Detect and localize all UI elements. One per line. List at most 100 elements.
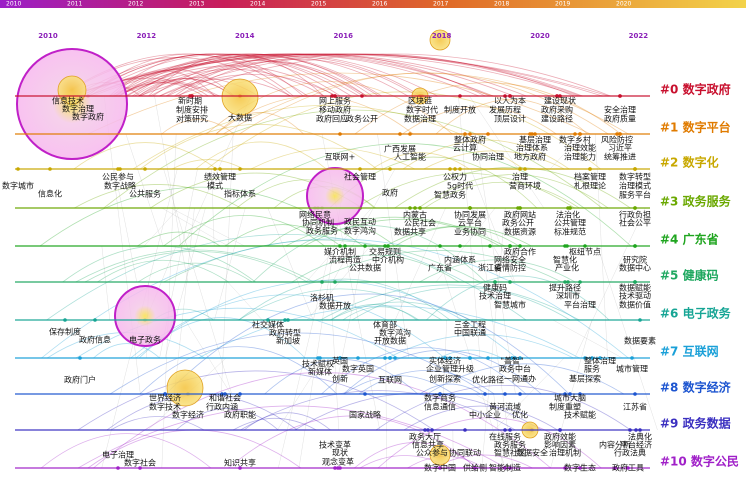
- link-arc: [165, 56, 422, 97]
- link-arc: [402, 139, 570, 170]
- keyword: 数字技术: [149, 402, 181, 412]
- link-arc: [69, 53, 579, 97]
- keyword: 公共管理: [554, 218, 586, 228]
- burst-node: [306, 167, 364, 225]
- link-arc: [87, 72, 591, 135]
- keyword: 观念变革: [322, 457, 354, 467]
- keyword: 研究院: [623, 255, 647, 265]
- keyword: 数据安全: [516, 448, 548, 458]
- keyword: 创新: [332, 374, 348, 384]
- link-arc: [77, 370, 435, 431]
- link-arc: [148, 53, 324, 97]
- keyword: 广西发展: [384, 144, 416, 154]
- link-arc: [113, 53, 379, 97]
- keyword: 智慧城市: [494, 300, 526, 310]
- keyword: 疫情防控: [494, 263, 526, 273]
- link-arc: [69, 53, 603, 97]
- link-arc: [135, 279, 518, 359]
- keyword: 一网通办: [504, 374, 536, 384]
- cross-link: [394, 207, 446, 321]
- link-arc: [118, 80, 209, 97]
- link-arc: [88, 53, 479, 97]
- keyword: 政府合作: [504, 247, 536, 257]
- keyword: 政府门户: [64, 375, 96, 385]
- keyword: 数字社会: [124, 458, 156, 468]
- link-arc: [424, 181, 580, 209]
- keyword: 智慧政务: [434, 190, 466, 200]
- keyword: 社会管理: [344, 172, 376, 182]
- link-arc: [358, 370, 495, 395]
- keyword: 行政法典: [614, 448, 646, 458]
- link-arc: [224, 224, 341, 247]
- link-arc: [223, 72, 629, 135]
- keyword: 公共数据: [349, 263, 381, 273]
- keyword: 政务公开: [502, 218, 534, 228]
- keyword: 基层治理: [519, 135, 551, 145]
- link-arc: [418, 174, 609, 209]
- keyword: 数据要素: [624, 336, 656, 346]
- keyword: 英国: [332, 356, 348, 366]
- keyword: 政府转型: [269, 328, 301, 338]
- link-arc: [403, 405, 558, 431]
- cross-link: [404, 207, 413, 247]
- keyword: 统筹推进: [604, 152, 636, 162]
- keyword: 制度重塑: [549, 402, 581, 412]
- keyword: 洛杉矶: [310, 293, 334, 303]
- link-arc: [342, 306, 419, 321]
- keyword: 行政负担: [619, 210, 651, 220]
- keyword: 基层探索: [569, 374, 601, 384]
- link-arc: [330, 304, 418, 321]
- link-arc: [93, 372, 552, 469]
- cross-link: [125, 133, 164, 247]
- link-arc: [195, 141, 327, 170]
- keyword: 数字治理: [62, 104, 94, 114]
- keyword: 指标体系: [224, 189, 256, 199]
- link-arc: [114, 53, 581, 97]
- keyword: 数据治理: [404, 114, 436, 124]
- keyword: 数字时代: [406, 105, 438, 115]
- cross-link: [435, 207, 496, 283]
- axis-year: 2022: [629, 32, 649, 40]
- keyword: 政府信息: [79, 335, 111, 345]
- burst-node: [221, 78, 259, 116]
- keyword: 网上服务: [319, 96, 351, 106]
- link-arc: [139, 346, 338, 395]
- link-arc: [419, 259, 576, 283]
- keyword: 创新探索: [429, 374, 461, 384]
- keyword: 顶层设计: [494, 114, 526, 124]
- link-arc: [137, 231, 221, 247]
- cross-link: [154, 95, 188, 283]
- link-arc: [252, 225, 486, 283]
- keyword: 智慧社区: [494, 448, 526, 458]
- link-arc: [394, 167, 631, 209]
- keyword: 政府效能: [544, 432, 576, 442]
- top-year: 2015: [311, 1, 326, 8]
- keyword: 优化路径: [472, 375, 504, 385]
- keyword: 地方政府: [514, 152, 546, 162]
- keyword: 供给侧: [463, 463, 487, 473]
- keyword: 信息共享: [412, 440, 444, 450]
- keyword: 技术治理: [479, 291, 511, 301]
- link-arc: [238, 288, 442, 321]
- top-year: 2017: [433, 1, 448, 8]
- link-arc: [354, 442, 478, 469]
- keyword: 政府工具: [612, 463, 644, 473]
- link-arc: [138, 78, 233, 97]
- link-arc: [206, 91, 601, 170]
- keyword: 数字转型: [619, 172, 651, 182]
- link-arc: [127, 54, 409, 97]
- link-arc: [93, 343, 160, 359]
- keyword: 黄河流域: [489, 402, 521, 412]
- link-arc: [355, 172, 575, 209]
- keyword: 社交媒体: [252, 320, 284, 330]
- link-arc: [395, 226, 520, 247]
- axis-year: 2016: [333, 32, 353, 40]
- link-arc: [103, 109, 603, 209]
- link-arc: [321, 347, 527, 395]
- keyword: 档案管理: [574, 172, 606, 182]
- keyword: 新加坡: [276, 336, 300, 346]
- link-arc: [130, 294, 446, 359]
- link-arc: [285, 216, 505, 247]
- link-arc: [88, 53, 514, 97]
